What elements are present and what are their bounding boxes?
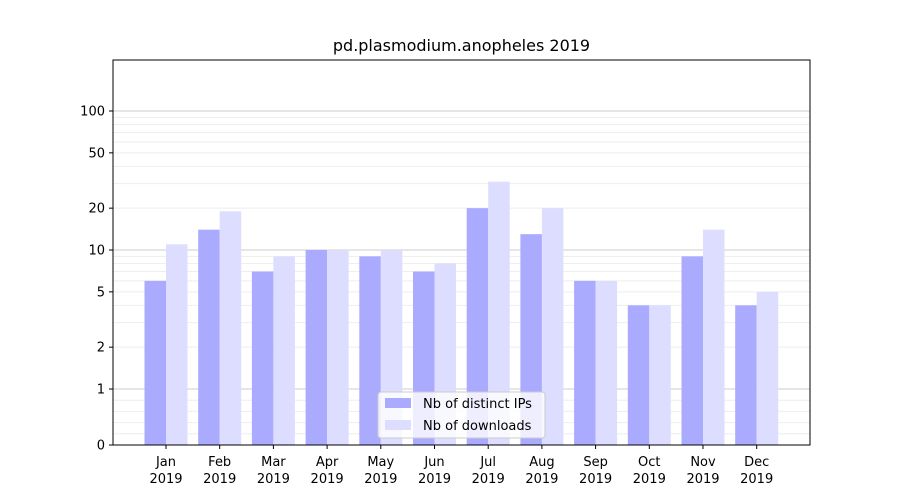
x-tick-label-month: Jul [479, 455, 496, 470]
bar-downloads-dec [756, 291, 779, 445]
bar-downloads-nov [703, 229, 725, 445]
bar-ips-sep [574, 280, 596, 445]
bar-ips-mar [251, 271, 274, 445]
bar-downloads-sep [595, 280, 618, 445]
x-tick-label-year: 2019 [472, 472, 505, 487]
x-tick-label-year: 2019 [633, 472, 666, 487]
x-tick-label-year: 2019 [203, 472, 236, 487]
chart-title: pd.plasmodium.anopheles 2019 [333, 36, 590, 55]
bar-downloads-apr [327, 250, 349, 445]
bar-downloads-aug [541, 208, 564, 445]
plot-frame [112, 59, 811, 446]
bar-ips-may [359, 256, 381, 445]
y-tick-label: 10 [88, 244, 105, 259]
x-tick-label-month: Nov [690, 455, 716, 470]
y-tick-label: 1 [97, 383, 105, 398]
x-tick-label-month: Aug [529, 455, 554, 470]
legend-swatch-ips [385, 398, 411, 408]
bar-downloads-jul [488, 181, 510, 445]
legend-label-ips: Nb of distinct IPs [423, 397, 532, 412]
y-tick-label: 5 [97, 285, 105, 300]
bar-ips-jul [466, 208, 489, 445]
x-tick-label-month: Feb [208, 455, 231, 470]
bar-ips-feb [198, 229, 220, 445]
x-tick-label-year: 2019 [418, 472, 451, 487]
x-tick-label-month: Dec [744, 455, 769, 470]
bar-downloads-feb [219, 211, 242, 445]
bar-downloads-mar [273, 256, 295, 445]
x-tick-label-year: 2019 [149, 472, 182, 487]
legend-box [377, 391, 546, 439]
bar-downloads-oct [649, 305, 671, 445]
x-tick-label-month: Sep [583, 455, 608, 470]
x-tick-label-month: Mar [261, 455, 286, 470]
x-tick-label-year: 2019 [364, 472, 397, 487]
x-tick-label-year: 2019 [311, 472, 344, 487]
x-tick-label-year: 2019 [686, 472, 719, 487]
bar-ips-nov [681, 256, 703, 445]
x-tick-label-year: 2019 [579, 472, 612, 487]
x-tick-label-month: Apr [316, 455, 339, 470]
legend: Nb of distinct IPs Nb of downloads [377, 391, 546, 439]
bar-ips-oct [627, 305, 650, 445]
y-axis-ticks: 0 1 2 5 10 20 50 100 [80, 105, 113, 454]
bar-downloads-jan [166, 244, 188, 445]
x-tick-label-year: 2019 [257, 472, 290, 487]
y-tick-label: 0 [97, 439, 105, 454]
y-tick-label: 2 [97, 341, 105, 356]
y-tick-label: 100 [80, 105, 105, 120]
y-tick-label: 50 [88, 146, 105, 161]
bar-ips-dec [735, 305, 757, 445]
x-axis-ticks: Jan 2019 Feb 2019 Mar 2019 Apr 2019 May 2019 Jun 20… [149, 445, 773, 487]
legend-swatch-downloads [385, 420, 411, 430]
x-tick-label-year: 2019 [740, 472, 773, 487]
y-tick-label: 20 [88, 202, 105, 217]
x-tick-label-month: May [367, 455, 394, 470]
bar-ips-apr [305, 250, 328, 445]
x-tick-label-month: Oct [638, 455, 660, 470]
x-tick-label-year: 2019 [525, 472, 558, 487]
x-tick-label-month: Jun [423, 455, 444, 470]
legend-label-downloads: Nb of downloads [423, 419, 532, 434]
bar-ips-jan [144, 280, 166, 445]
x-tick-label-month: Jan [155, 455, 176, 470]
